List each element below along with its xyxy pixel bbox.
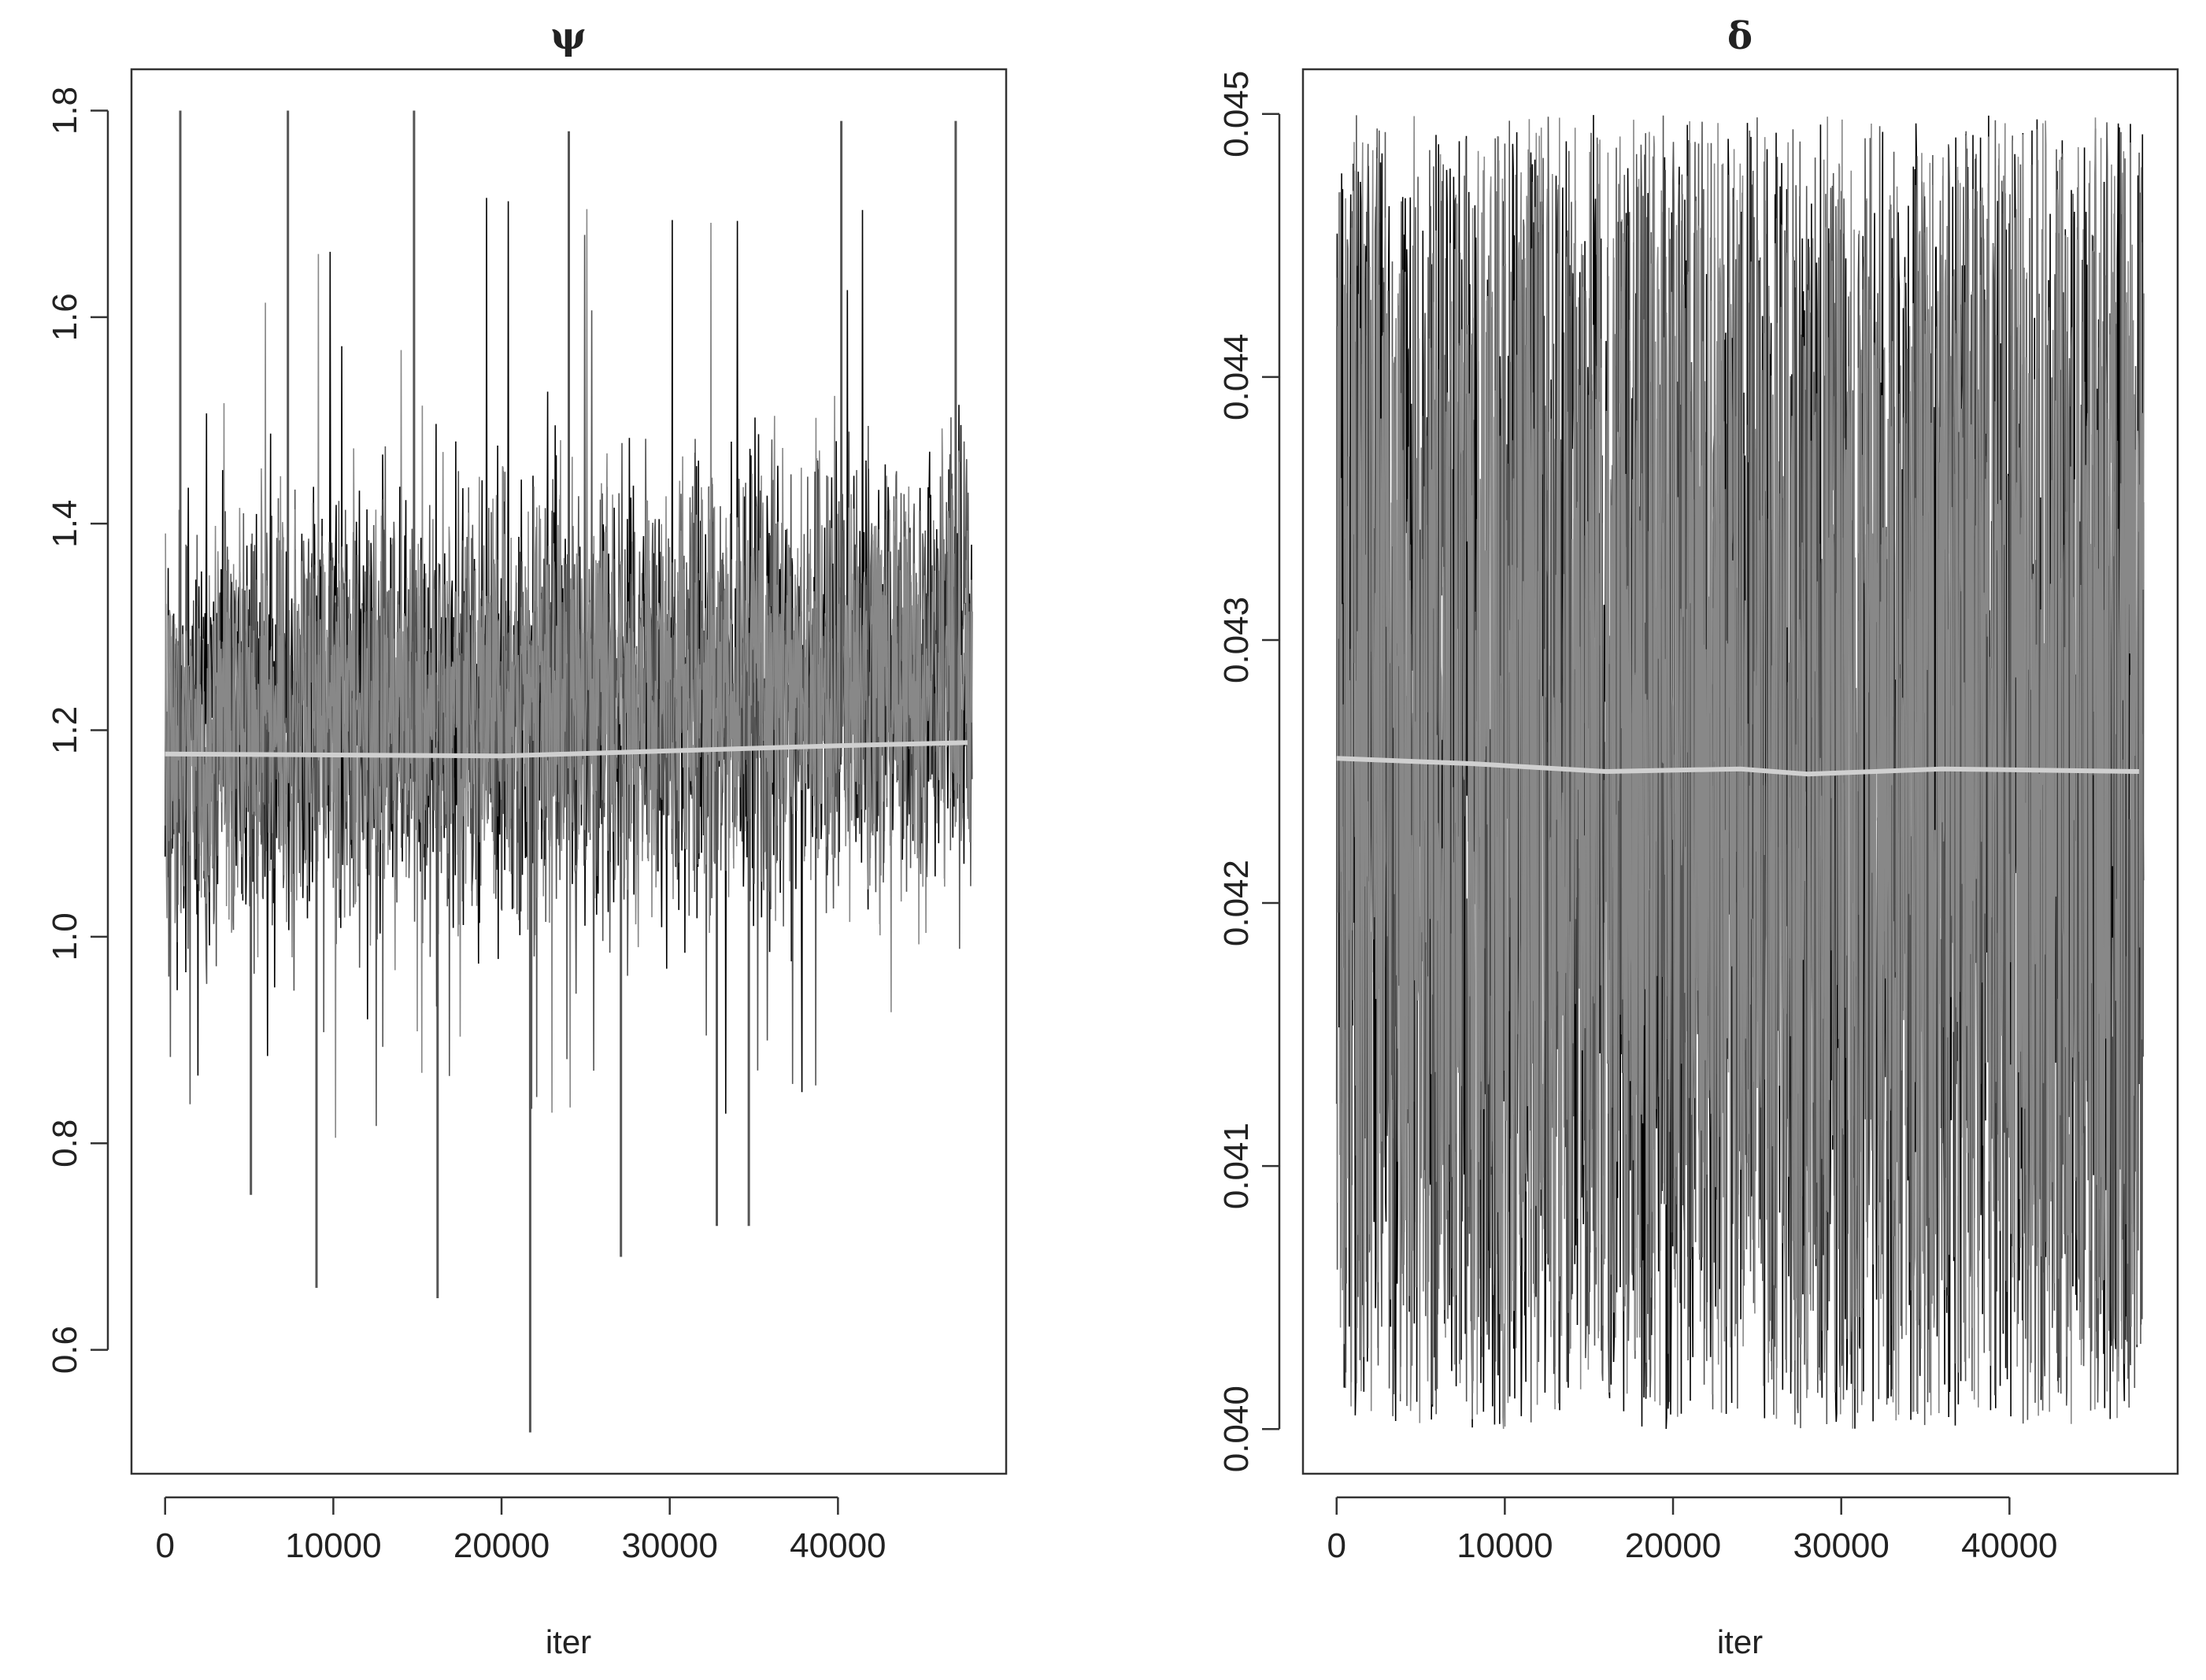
psi-y-tick-label: 0.6 [46,1326,84,1374]
psi-y-tick-label: 1.2 [46,706,84,754]
delta-y-tick-label: 0.045 [1217,71,1256,157]
psi-x-tick-label: 20000 [453,1526,550,1565]
psi-x-tick-label: 30000 [622,1526,718,1565]
delta-trace-series [1335,115,2145,1430]
psi-plot-frame [130,68,1008,1475]
psi-y-tick-label: 0.8 [46,1119,84,1167]
psi-y-tick-label: 1.4 [46,500,84,548]
psi-x-tick-label: 0 [155,1526,174,1565]
psi-y-tick-label: 1.8 [46,87,84,135]
delta-y-axis: 0.040 0.041 0.042 0.043 0.044 0.045 [1217,71,1281,1472]
delta-x-tick-label: 0 [1327,1526,1345,1565]
psi-trace-spikes [179,110,957,1433]
psi-x-axis: 0 10000 20000 30000 40000 [155,1496,886,1565]
psi-x-tick-label: 40000 [790,1526,886,1565]
delta-y-tick-label: 0.044 [1217,334,1256,420]
psi-x-tick-label: 10000 [285,1526,381,1565]
psi-x-axis-label: iter [546,1623,591,1660]
delta-trace-line-3 [1336,116,2145,1430]
psi-running-mean-line [165,740,968,759]
delta-y-tick-label: 0.042 [1217,860,1256,946]
delta-y-tick-label: 0.040 [1217,1386,1256,1472]
delta-x-tick-label: 30000 [1793,1526,1890,1565]
delta-x-tick-label: 10000 [1456,1526,1553,1565]
psi-chart-title: ψ [550,14,586,58]
psi-y-tick-label: 1.0 [46,912,84,960]
psi-y-axis: 0.6 0.8 1.0 1.2 1.4 1.6 1.8 [46,87,109,1374]
psi-trace-panel: 0 10000 20000 30000 40000 0.6 0.8 1.0 1.2 1.4 1.6… [46,14,1008,1660]
delta-x-tick-label: 40000 [1961,1526,2057,1565]
delta-x-axis-label: iter [1717,1623,1763,1660]
delta-x-tick-label: 20000 [1625,1526,1721,1565]
delta-chart-title: δ [1727,14,1753,58]
delta-plot-frame [1301,68,2179,1475]
psi-y-tick-label: 1.6 [46,293,84,341]
delta-y-tick-label: 0.041 [1217,1123,1256,1209]
delta-running-mean-line [1336,756,2139,777]
delta-y-tick-label: 0.043 [1217,597,1256,683]
delta-trace-panel: 0 10000 20000 30000 40000 0.0400.0410.0420.0… [1217,14,2179,1660]
delta-x-axis: 0 10000 20000 30000 40000 [1327,1496,2058,1565]
